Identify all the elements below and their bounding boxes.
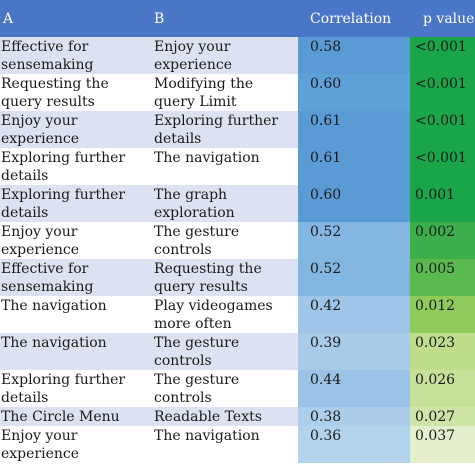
cell-b: Requesting the query results [154,259,298,296]
cell-p-value: 0.002 [410,222,475,259]
cell-correlation: 0.58 [298,37,410,74]
cell-correlation: 0.39 [298,333,410,370]
table-row: The navigation The gesture controls 0.39… [0,333,475,370]
cell-correlation: 0.42 [298,296,410,333]
cell-p-value: 0.001 [410,185,475,222]
table-row: Exploring further details The navigation… [0,148,475,185]
cell-b: Play videogames more often [154,296,298,333]
cell-correlation: 0.60 [298,185,410,222]
table-row: Enjoy your experience The navigation 0.3… [0,426,475,463]
cell-p-value: 0.037 [410,426,475,463]
cell-a: Enjoy your experience [0,426,154,463]
header-p-value: p value [410,0,475,37]
cell-b: Modifying the query Limit [154,74,298,111]
cell-p-value: <0.001 [410,148,475,185]
cell-correlation: 0.38 [298,407,410,426]
cell-correlation: 0.44 [298,370,410,407]
cell-b: The graph exploration [154,185,298,222]
cell-a: Exploring further details [0,370,154,407]
cell-correlation: 0.61 [298,111,410,148]
header-b: B [154,0,298,37]
cell-a: Requesting the query results [0,74,154,111]
cell-p-value: 0.005 [410,259,475,296]
cell-a: The navigation [0,296,154,333]
cell-a: The navigation [0,333,154,370]
cell-b: The gesture controls [154,370,298,407]
cell-b: Exploring further details [154,111,298,148]
cell-a: Effective for sensemaking [0,37,154,74]
cell-b: The gesture controls [154,222,298,259]
cell-p-value: <0.001 [410,37,475,74]
cell-correlation: 0.36 [298,426,410,463]
cell-correlation: 0.52 [298,222,410,259]
cell-b: Enjoy your experience [154,37,298,74]
cell-correlation: 0.60 [298,74,410,111]
table-row: Exploring further details The graph expl… [0,185,475,222]
table-row: Enjoy your experience Exploring further … [0,111,475,148]
cell-a: Effective for sensemaking [0,259,154,296]
table-row: Exploring further details The gesture co… [0,370,475,407]
cell-p-value: <0.001 [410,111,475,148]
table-row: Requesting the query results Modifying t… [0,74,475,111]
table-row: Effective for sensemaking Enjoy your exp… [0,37,475,74]
cell-b: The gesture controls [154,333,298,370]
table-row: Effective for sensemaking Requesting the… [0,259,475,296]
cell-a: Enjoy your experience [0,111,154,148]
cell-a: The Circle Menu [0,407,154,426]
header-a: A [0,0,154,37]
header-row: A B Correlation p value [0,0,475,37]
table-row: The Circle Menu Readable Texts 0.38 0.02… [0,407,475,426]
cell-a: Enjoy your experience [0,222,154,259]
cell-p-value: 0.027 [410,407,475,426]
header-correlation: Correlation [298,0,410,37]
cell-correlation: 0.52 [298,259,410,296]
cell-p-value: 0.026 [410,370,475,407]
table-row: Enjoy your experience The gesture contro… [0,222,475,259]
cell-p-value: 0.012 [410,296,475,333]
cell-b: Readable Texts [154,407,298,426]
cell-correlation: 0.61 [298,148,410,185]
cell-b: The navigation [154,148,298,185]
cell-p-value: <0.001 [410,74,475,111]
table-row: The navigation Play videogames more ofte… [0,296,475,333]
cell-b: The navigation [154,426,298,463]
cell-a: Exploring further details [0,148,154,185]
cell-a: Exploring further details [0,185,154,222]
cell-p-value: 0.023 [410,333,475,370]
